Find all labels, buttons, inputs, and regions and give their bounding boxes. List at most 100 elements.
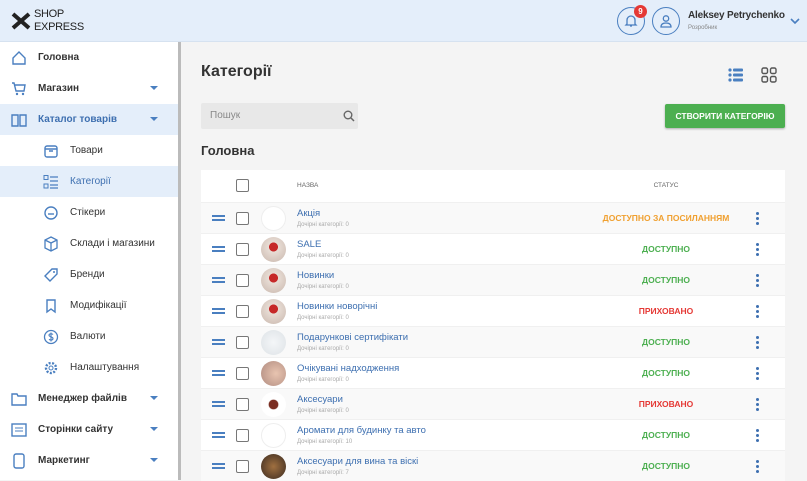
- caret-down-icon[interactable]: [150, 458, 158, 462]
- warehouse-icon: [43, 235, 59, 252]
- sidebar-item-label: Маркетинг: [38, 455, 90, 466]
- chevron-down-icon[interactable]: [790, 17, 800, 25]
- sidebar-scrollbar[interactable]: [178, 42, 181, 480]
- table-row[interactable]: Подарункові сертифікати Дочірні категорі…: [201, 326, 785, 357]
- sidebar-item[interactable]: Головна: [0, 42, 178, 73]
- row-checkbox[interactable]: [236, 367, 249, 380]
- sidebar-item[interactable]: Категорії: [0, 166, 178, 197]
- drag-handle-icon[interactable]: [212, 339, 225, 345]
- create-category-button[interactable]: СТВОРИТИ КАТЕГОРІЮ: [665, 104, 785, 128]
- status-badge: ДОСТУПНО: [642, 275, 690, 285]
- row-checkbox[interactable]: [236, 212, 249, 225]
- sidebar-item[interactable]: Склади і магазини: [0, 228, 178, 259]
- sidebar-item-label: Бренди: [70, 269, 105, 280]
- category-image: [261, 268, 286, 293]
- category-name-link[interactable]: Акція: [297, 208, 321, 219]
- table-row[interactable]: Новинки Дочірні категорії: 0 ДОСТУПНО: [201, 264, 785, 295]
- more-options-icon[interactable]: [756, 336, 759, 349]
- table-row[interactable]: Аромати для будинку та авто Дочірні кате…: [201, 419, 785, 450]
- drag-handle-icon[interactable]: [212, 463, 225, 469]
- subcategory-count: Дочірні категорії: 0: [297, 346, 349, 352]
- more-options-icon[interactable]: [756, 429, 759, 442]
- gear-icon: [43, 360, 59, 376]
- row-checkbox[interactable]: [236, 274, 249, 287]
- more-options-icon[interactable]: [756, 212, 759, 225]
- sidebar-item[interactable]: Бренди: [0, 259, 178, 290]
- logo-text: SHOP: [34, 8, 64, 20]
- caret-down-icon[interactable]: [150, 86, 158, 90]
- search-input[interactable]: Пошук: [201, 103, 358, 129]
- category-name-link[interactable]: Аромати для будинку та авто: [297, 425, 426, 436]
- user-icon: [660, 15, 672, 28]
- status-badge: ДОСТУПНО: [642, 461, 690, 471]
- drag-handle-icon[interactable]: [212, 246, 225, 252]
- category-name-link[interactable]: Аксесуари: [297, 394, 343, 405]
- profile-button[interactable]: [652, 7, 680, 35]
- logo[interactable]: SHOP EXPRESS: [11, 8, 84, 33]
- row-checkbox[interactable]: [236, 460, 249, 473]
- table-row[interactable]: Аксесуари для вина та віскі Дочірні кате…: [201, 450, 785, 481]
- sidebar-item[interactable]: Налаштування: [0, 352, 178, 383]
- more-options-icon[interactable]: [756, 243, 759, 256]
- more-options-icon[interactable]: [756, 398, 759, 411]
- drag-handle-icon[interactable]: [212, 432, 225, 438]
- sidebar-item[interactable]: Стікери: [0, 197, 178, 228]
- book-icon: [11, 112, 27, 128]
- category-name-link[interactable]: Очікувані надходження: [297, 363, 400, 374]
- drag-handle-icon[interactable]: [212, 215, 225, 221]
- sidebar-item[interactable]: Менеджер файлів: [0, 383, 178, 414]
- sidebar-item[interactable]: Модифікації: [0, 290, 178, 321]
- status-badge: ПРИХОВАНО: [638, 306, 694, 316]
- sidebar-item[interactable]: Валюти: [0, 321, 178, 352]
- table-header: НАЗВА СТАТУС: [201, 170, 785, 202]
- sidebar-item[interactable]: Сторінки сайту: [0, 414, 178, 445]
- row-checkbox[interactable]: [236, 336, 249, 349]
- sidebar-item[interactable]: Маркетинг: [0, 445, 178, 476]
- table-row[interactable]: Очікувані надходження Дочірні категорії:…: [201, 357, 785, 388]
- caret-down-icon[interactable]: [150, 117, 158, 121]
- user-name[interactable]: Aleksey Petrychenko: [688, 10, 785, 21]
- sidebar-item-label: Стікери: [70, 207, 106, 218]
- notifications-button[interactable]: [617, 7, 645, 35]
- more-options-icon[interactable]: [756, 367, 759, 380]
- table-row[interactable]: Новинки новорічні Дочірні категорії: 0 П…: [201, 295, 785, 326]
- row-checkbox[interactable]: [236, 305, 249, 318]
- caret-down-icon[interactable]: [150, 396, 158, 400]
- table-row[interactable]: Акція Дочірні категорії: 0 ДОСТУПНО ЗА П…: [201, 202, 785, 233]
- row-checkbox[interactable]: [236, 398, 249, 411]
- more-options-icon[interactable]: [756, 274, 759, 287]
- caret-down-icon[interactable]: [150, 427, 158, 431]
- drag-handle-icon[interactable]: [212, 308, 225, 314]
- sidebar-item[interactable]: Каталог товарів: [0, 104, 178, 135]
- sticker-icon: [43, 205, 59, 221]
- subcategory-count: Дочірні категорії: 0: [297, 377, 349, 383]
- tag-icon: [43, 267, 59, 283]
- more-options-icon[interactable]: [756, 460, 759, 473]
- category-name-link[interactable]: Подарункові сертифікати: [297, 332, 409, 343]
- drag-handle-icon[interactable]: [212, 401, 225, 407]
- category-name-link[interactable]: Новинки: [297, 270, 335, 281]
- row-checkbox[interactable]: [236, 429, 249, 442]
- row-checkbox[interactable]: [236, 243, 249, 256]
- table-row[interactable]: Аксесуари Дочірні категорії: 0 ПРИХОВАНО: [201, 388, 785, 419]
- list-view-icon[interactable]: [728, 67, 744, 83]
- home-icon: [11, 50, 27, 66]
- category-name-link[interactable]: SALE: [297, 239, 322, 250]
- grid-view-icon[interactable]: [761, 67, 777, 83]
- drag-handle-icon[interactable]: [212, 370, 225, 376]
- select-all-checkbox[interactable]: [236, 179, 249, 192]
- drag-handle-icon[interactable]: [212, 277, 225, 283]
- user-role: Розробник: [688, 25, 718, 31]
- search-icon[interactable]: [343, 110, 355, 122]
- notification-badge: 9: [634, 5, 647, 18]
- table-row[interactable]: SALE Дочірні категорії: 0 ДОСТУПНО: [201, 233, 785, 264]
- category-name-link[interactable]: Аксесуари для вина та віскі: [297, 456, 419, 467]
- category-name-link[interactable]: Новинки новорічні: [297, 301, 378, 312]
- sidebar-item[interactable]: Магазин: [0, 73, 178, 104]
- subcategory-count: Дочірні категорії: 0: [297, 222, 349, 228]
- sidebar: Головна Магазин Каталог товарів Товари Катег…: [0, 42, 178, 480]
- cart-icon: [11, 81, 27, 97]
- sidebar-item[interactable]: Товари: [0, 135, 178, 166]
- more-options-icon[interactable]: [756, 305, 759, 318]
- currency-icon: [43, 329, 59, 345]
